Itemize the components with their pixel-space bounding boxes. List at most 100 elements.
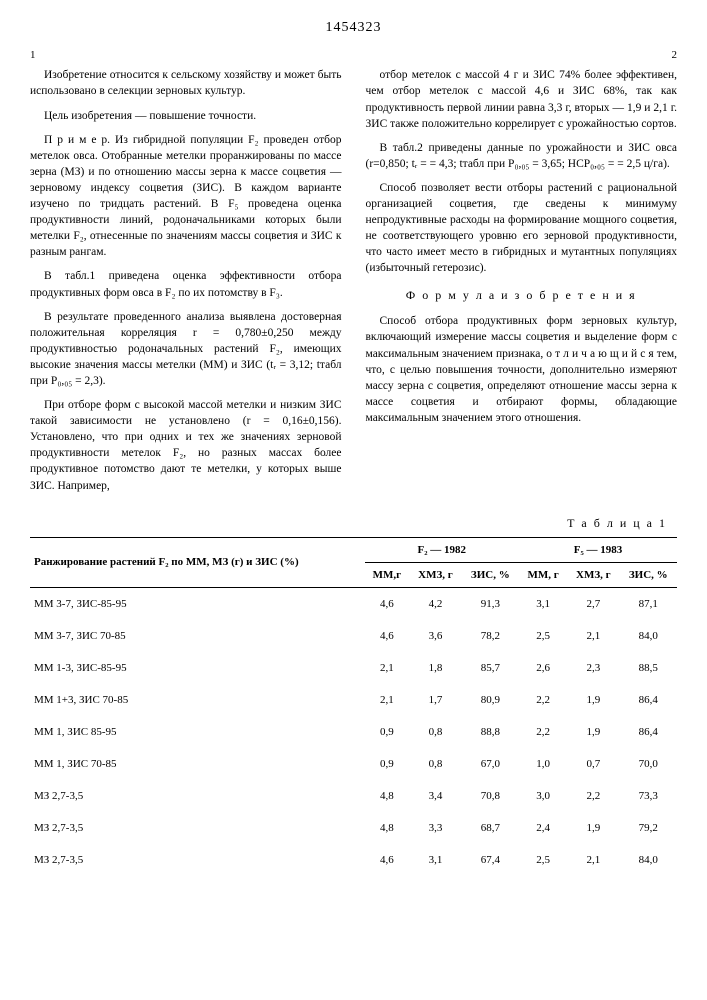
table-cell: 85,7	[462, 652, 519, 684]
table-cell: 1,9	[567, 684, 619, 716]
table-subheader: ММ,г	[365, 562, 410, 587]
body-paragraph: В табл.2 приведены данные по урожайности…	[366, 140, 678, 172]
row-label: МЗ 2,7-3,5	[30, 812, 365, 844]
formula-title: Ф о р м у л а и з о б р е т е н и я	[366, 287, 678, 304]
table-row: ММ 3-7, ЗИС-85-954,64,291,33,12,787,1	[30, 587, 677, 620]
table-cell: 2,7	[567, 587, 619, 620]
table-cell: 4,2	[409, 587, 461, 620]
body-paragraph: П р и м е р. Из гибридной популяции F₂ п…	[30, 132, 342, 261]
table-subheader: ММ, г	[519, 562, 567, 587]
body-paragraph: В результате проведенного анализа выявле…	[30, 309, 342, 389]
table-cell: 0,8	[409, 716, 461, 748]
table-cell: 1,7	[409, 684, 461, 716]
table-cell: 91,3	[462, 587, 519, 620]
table-cell: 0,7	[567, 748, 619, 780]
table-cell: 70,8	[462, 780, 519, 812]
table-body: ММ 3-7, ЗИС-85-954,64,291,33,12,787,1ММ …	[30, 587, 677, 876]
table-cell: 3,6	[409, 620, 461, 652]
table-cell: 2,3	[567, 652, 619, 684]
table-cell: 2,6	[519, 652, 567, 684]
table-header-group-f5: F₅ — 1983	[519, 537, 677, 562]
table-header-group-f2: F₂ — 1982	[365, 537, 520, 562]
patent-number: 1454323	[30, 20, 677, 36]
table-cell: 1,0	[519, 748, 567, 780]
table-row: МЗ 2,7-3,54,83,470,83,02,273,3	[30, 780, 677, 812]
table-cell: 2,5	[519, 620, 567, 652]
table-cell: 3,0	[519, 780, 567, 812]
table-cell: 2,1	[365, 684, 410, 716]
table-cell: 86,4	[620, 684, 677, 716]
row-label: ММ 3-7, ЗИС-85-95	[30, 587, 365, 620]
table-cell: 2,5	[519, 844, 567, 876]
row-label: МЗ 2,7-3,5	[30, 844, 365, 876]
table-cell: 2,1	[365, 652, 410, 684]
left-column: 1 Изобретение относится к сельскому хозя…	[30, 48, 342, 502]
table-cell: 88,5	[620, 652, 677, 684]
table-cell: 1,9	[567, 812, 619, 844]
table-cell: 0,9	[365, 716, 410, 748]
table-subheader: ЗИС, %	[462, 562, 519, 587]
body-paragraph: Способ отбора продуктивных форм зерновых…	[366, 313, 678, 426]
body-paragraph: Способ позволяет вести отборы растений с…	[366, 180, 678, 277]
table-cell: 4,6	[365, 587, 410, 620]
table-cell: 84,0	[620, 620, 677, 652]
table-cell: 86,4	[620, 716, 677, 748]
table-cell: 4,8	[365, 780, 410, 812]
table-cell: 2,1	[567, 620, 619, 652]
column-number-left: 1	[30, 48, 342, 63]
table-cell: 73,3	[620, 780, 677, 812]
table-cell: 3,1	[409, 844, 461, 876]
row-label: ММ 1, ЗИС 85-95	[30, 716, 365, 748]
right-column: 2 отбор метелок с массой 4 г и ЗИС 74% б…	[366, 48, 678, 502]
table-label: Т а б л и ц а 1	[30, 516, 677, 531]
table-cell: 0,8	[409, 748, 461, 780]
table-cell: 68,7	[462, 812, 519, 844]
table-row: ММ 1, ЗИС 70-850,90,867,01,00,770,0	[30, 748, 677, 780]
table-row: ММ 3-7, ЗИС 70-854,63,678,22,52,184,0	[30, 620, 677, 652]
row-label: МЗ 2,7-3,5	[30, 780, 365, 812]
table-cell: 1,8	[409, 652, 461, 684]
table-cell: 4,8	[365, 812, 410, 844]
body-paragraph: В табл.1 приведена оценка эффективности …	[30, 268, 342, 300]
row-label: ММ 1+3, ЗИС 70-85	[30, 684, 365, 716]
table-row: ММ 1-3, ЗИС-85-952,11,885,72,62,388,5	[30, 652, 677, 684]
table-cell: 3,3	[409, 812, 461, 844]
table-cell: 2,2	[567, 780, 619, 812]
table-cell: 0,9	[365, 748, 410, 780]
table-row: ММ 1, ЗИС 85-950,90,888,82,21,986,4	[30, 716, 677, 748]
table-cell: 3,4	[409, 780, 461, 812]
data-table: Ранжирование растений F₂ по ММ, МЗ (г) и…	[30, 537, 677, 876]
table-row: ММ 1+3, ЗИС 70-852,11,780,92,21,986,4	[30, 684, 677, 716]
table-cell: 79,2	[620, 812, 677, 844]
table-cell: 67,4	[462, 844, 519, 876]
table-cell: 80,9	[462, 684, 519, 716]
column-number-right: 2	[366, 48, 678, 63]
table-cell: 3,1	[519, 587, 567, 620]
row-label: ММ 3-7, ЗИС 70-85	[30, 620, 365, 652]
body-paragraph: отбор метелок с массой 4 г и ЗИС 74% бол…	[366, 67, 678, 131]
table-cell: 4,6	[365, 620, 410, 652]
table-cell: 4,6	[365, 844, 410, 876]
patent-page: 1454323 1 Изобретение относится к сельск…	[0, 0, 707, 896]
body-paragraph: Цель изобретения — повышение точности.	[30, 108, 342, 124]
table-subheader: ХМЗ, г	[567, 562, 619, 587]
table-cell: 2,1	[567, 844, 619, 876]
table-cell: 87,1	[620, 587, 677, 620]
table-row: МЗ 2,7-3,54,63,167,42,52,184,0	[30, 844, 677, 876]
table-row: МЗ 2,7-3,54,83,368,72,41,979,2	[30, 812, 677, 844]
table-cell: 2,4	[519, 812, 567, 844]
table-cell: 67,0	[462, 748, 519, 780]
body-paragraph: Изобретение относится к сельскому хозяйс…	[30, 67, 342, 99]
table-subheader: ХМЗ, г	[409, 562, 461, 587]
table-header-rowcol: Ранжирование растений F₂ по ММ, МЗ (г) и…	[30, 537, 365, 587]
body-paragraph: При отборе форм с высокой массой метелки…	[30, 397, 342, 494]
table-subheader: ЗИС, %	[620, 562, 677, 587]
table-cell: 2,2	[519, 716, 567, 748]
table-cell: 84,0	[620, 844, 677, 876]
row-label: ММ 1, ЗИС 70-85	[30, 748, 365, 780]
table-cell: 88,8	[462, 716, 519, 748]
table-cell: 70,0	[620, 748, 677, 780]
table-cell: 78,2	[462, 620, 519, 652]
table-cell: 2,2	[519, 684, 567, 716]
table-cell: 1,9	[567, 716, 619, 748]
